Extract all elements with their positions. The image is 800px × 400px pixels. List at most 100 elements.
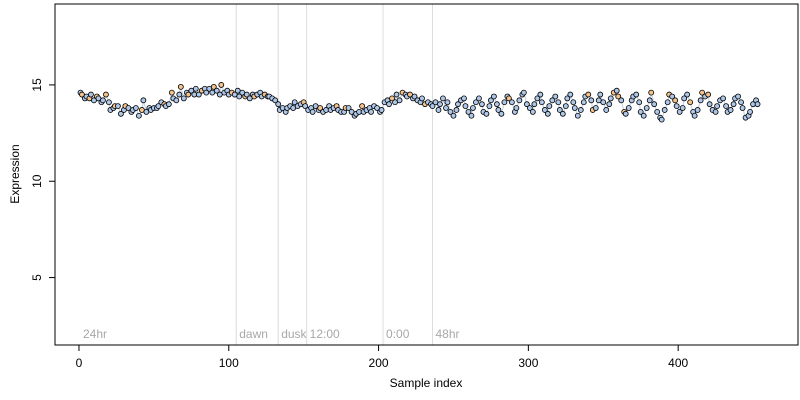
- data-point: [389, 95, 395, 102]
- data-point: [681, 95, 688, 102]
- data-point: [640, 112, 647, 119]
- data-point: [155, 103, 162, 110]
- data-point: [694, 107, 701, 113]
- data-point: [508, 99, 515, 106]
- data-point: [491, 93, 497, 100]
- data-point: [562, 103, 569, 110]
- data-points: [77, 82, 761, 123]
- data-point: [570, 99, 577, 106]
- data-point: [559, 110, 566, 117]
- data-point: [730, 101, 737, 108]
- data-point: [529, 108, 536, 115]
- data-point: [705, 91, 712, 98]
- data-point: [646, 97, 653, 104]
- data-point: [115, 103, 121, 110]
- data-point: [618, 97, 625, 104]
- data-point: [173, 97, 180, 104]
- data-point: [571, 105, 578, 111]
- y-tick-label-0: 5: [30, 274, 44, 281]
- data-point: [473, 99, 479, 106]
- x-axis-title: Sample index: [390, 376, 463, 390]
- data-point: [450, 112, 457, 119]
- data-point: [684, 91, 691, 98]
- data-point: [585, 91, 592, 98]
- data-point: [118, 110, 124, 117]
- data-point: [165, 101, 172, 108]
- x-tick-label-1: 100: [219, 356, 239, 370]
- data-point: [615, 93, 622, 100]
- data-point: [103, 91, 109, 98]
- data-point: [88, 91, 94, 98]
- data-point: [679, 105, 686, 111]
- data-point: [613, 87, 620, 94]
- data-point: [213, 87, 220, 94]
- data-point: [687, 99, 694, 106]
- data-point: [447, 108, 454, 115]
- data-point: [192, 85, 199, 92]
- data-point: [531, 101, 538, 108]
- data-point: [429, 103, 436, 110]
- data-point: [516, 97, 523, 104]
- data-point: [555, 99, 562, 106]
- data-point: [643, 105, 650, 111]
- data-point: [302, 103, 309, 110]
- data-point: [275, 101, 282, 108]
- data-point: [317, 105, 324, 111]
- data-point: [697, 97, 704, 104]
- y-axis: 5 10 15: [30, 78, 56, 281]
- data-point: [476, 95, 482, 102]
- marker-label-2: 12:00: [310, 327, 340, 341]
- start-label: 24hr: [83, 327, 107, 341]
- data-point: [195, 91, 202, 98]
- data-point: [386, 101, 392, 108]
- data-point: [309, 108, 316, 115]
- data-point: [462, 103, 469, 110]
- marker-label-0: dawn: [239, 327, 268, 341]
- data-point: [132, 105, 139, 111]
- data-point: [691, 112, 698, 119]
- data-point: [577, 107, 584, 113]
- data-point: [661, 107, 668, 113]
- data-point: [218, 82, 225, 88]
- data-point: [210, 83, 217, 90]
- data-point: [437, 101, 443, 108]
- data-point: [495, 107, 502, 113]
- data-point: [754, 101, 761, 108]
- data-point: [479, 101, 485, 108]
- data-point: [419, 95, 425, 102]
- data-point: [106, 99, 112, 106]
- data-point: [625, 105, 632, 111]
- x-axis: 0 100 200 300 400: [76, 344, 688, 370]
- data-point: [523, 101, 530, 108]
- data-point: [636, 99, 643, 106]
- data-point: [556, 107, 563, 113]
- data-point: [672, 97, 679, 104]
- data-point: [180, 95, 187, 102]
- data-point: [552, 93, 559, 100]
- data-point: [513, 105, 520, 111]
- marker-lines: [235, 4, 433, 345]
- data-point: [544, 110, 551, 117]
- data-point: [574, 112, 581, 119]
- x-tick-label-3: 300: [518, 356, 538, 370]
- data-point: [588, 97, 595, 104]
- data-point: [738, 99, 744, 106]
- data-point: [654, 108, 661, 115]
- data-point: [597, 91, 604, 98]
- data-point: [520, 89, 527, 96]
- x-tick-label-0: 0: [76, 356, 83, 370]
- data-point: [135, 112, 142, 119]
- data-point: [580, 99, 587, 106]
- data-point: [747, 108, 753, 115]
- data-point: [100, 97, 106, 104]
- data-point: [368, 108, 374, 115]
- plot-frame: [54, 3, 799, 346]
- data-point: [606, 101, 613, 108]
- data-point: [443, 105, 449, 111]
- data-point: [603, 107, 610, 113]
- data-point: [651, 101, 658, 108]
- data-point: [455, 101, 461, 108]
- data-point: [607, 95, 614, 102]
- data-point: [505, 95, 512, 102]
- data-point: [720, 95, 727, 102]
